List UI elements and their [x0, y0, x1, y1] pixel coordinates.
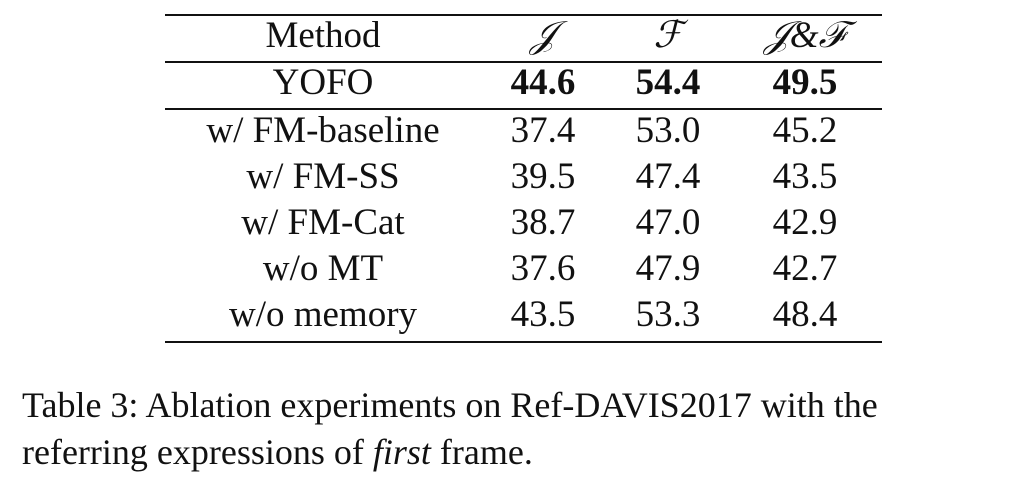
- score-cell: 45.2: [772, 110, 838, 151]
- header-cell: ℱ: [653, 15, 683, 56]
- caption-text: referring expressions of: [22, 432, 373, 472]
- method-cell: w/o MT: [262, 248, 384, 289]
- score-cell: 37.6: [510, 248, 576, 289]
- score-cell: 38.7: [510, 202, 576, 243]
- method-cell: w/o memory: [228, 294, 418, 335]
- score-cell: 53.0: [635, 110, 701, 151]
- header-cell: Method: [265, 15, 381, 56]
- score-cell: 44.6: [510, 62, 576, 103]
- mid-rule: [165, 108, 882, 110]
- score-cell: 53.3: [635, 294, 701, 335]
- score-cell: 48.4: [772, 294, 838, 335]
- top-rule: [165, 14, 882, 16]
- score-cell: 42.9: [772, 202, 838, 243]
- method-cell: w/ FM-Cat: [241, 202, 405, 243]
- caption-line: Table 3: Ablation experiments on Ref-DAV…: [22, 385, 878, 425]
- header-rule: [165, 61, 882, 63]
- score-cell: 43.5: [772, 156, 838, 197]
- score-cell: 39.5: [510, 156, 576, 197]
- header-cell: 𝒥: [530, 15, 556, 56]
- score-cell: 43.5: [510, 294, 576, 335]
- header-cell: 𝒥&ℱ: [764, 15, 846, 56]
- method-cell: YOFO: [272, 62, 374, 103]
- caption-line: referring expressions of first frame.: [22, 429, 533, 475]
- score-cell: 49.5: [772, 62, 838, 103]
- score-cell: 42.7: [772, 248, 838, 289]
- caption-italic: first: [372, 432, 431, 472]
- score-cell: 47.4: [635, 156, 701, 197]
- bottom-rule: [165, 341, 882, 343]
- caption-text: frame.: [430, 432, 533, 472]
- score-cell: 54.4: [635, 62, 701, 103]
- method-cell: w/ FM-SS: [246, 156, 400, 197]
- score-cell: 47.0: [635, 202, 701, 243]
- method-cell: w/ FM-baseline: [206, 110, 440, 151]
- score-cell: 37.4: [510, 110, 576, 151]
- score-cell: 47.9: [635, 248, 701, 289]
